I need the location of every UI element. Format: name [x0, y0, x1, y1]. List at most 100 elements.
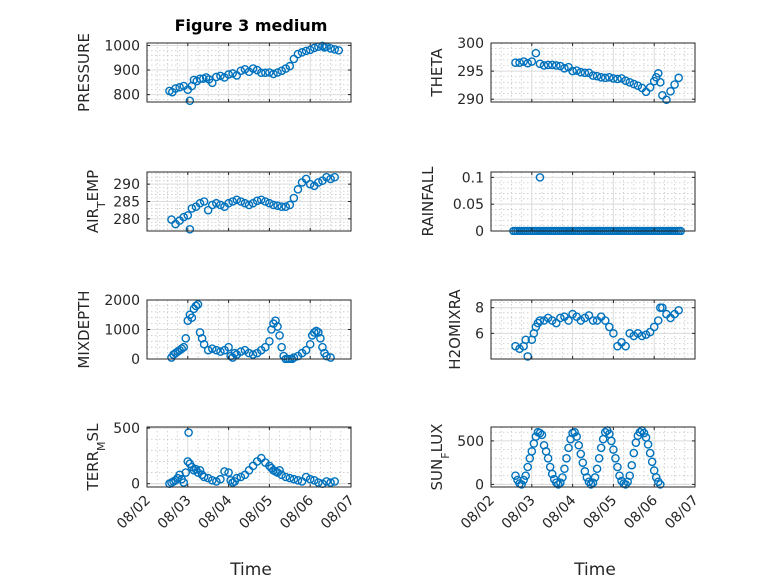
- axes-pressure: 800 900 1000 PRESSURE: [75, 33, 352, 112]
- data-point: [207, 200, 217, 210]
- data-point: [289, 353, 299, 362]
- data-point: [535, 173, 545, 182]
- data-point: [578, 458, 588, 467]
- data-point: [305, 179, 315, 189]
- data-point: [312, 326, 321, 336]
- data-point: [543, 454, 553, 463]
- data-point: [535, 316, 545, 325]
- data-point: [645, 83, 655, 92]
- data-point: [582, 473, 592, 482]
- x-tick-label: 08/05: [580, 493, 620, 533]
- data-point: [293, 476, 303, 485]
- data-point: [277, 342, 286, 352]
- data-point: [517, 480, 526, 489]
- data-point: [521, 335, 530, 345]
- data-point: [673, 0, 680, 4]
- data-point: [629, 79, 639, 89]
- x-tick-label: 08/04: [196, 492, 236, 532]
- data-point: [572, 66, 581, 75]
- y-tick-label: 0: [131, 477, 140, 493]
- data-point: [643, 440, 653, 449]
- data-point: [511, 471, 520, 480]
- data-point: [511, 58, 520, 67]
- y-tick-label: 500: [457, 434, 484, 450]
- y-tick-label: 500: [113, 421, 140, 437]
- data-point: [203, 205, 213, 215]
- data-point: [224, 468, 233, 477]
- data-point: [289, 474, 299, 484]
- data-point: [187, 313, 197, 323]
- data-point: [560, 464, 569, 474]
- y-tick-label: 295: [457, 64, 484, 80]
- data-point: [653, 316, 663, 325]
- data-point: [203, 345, 213, 355]
- data-point: [181, 468, 191, 477]
- data-point: [649, 322, 659, 332]
- data-point: [179, 478, 189, 487]
- data-point: [248, 350, 258, 359]
- data-point: [289, 193, 299, 203]
- data-point: [275, 331, 284, 340]
- data-point: [261, 68, 270, 78]
- data-point: [181, 334, 191, 343]
- data-point: [224, 70, 233, 79]
- x-tick-label: 08/02: [458, 493, 498, 533]
- x-tick-label: 08/06: [277, 492, 317, 532]
- data-point: [187, 204, 197, 213]
- data-point: [207, 78, 217, 88]
- data-point: [609, 74, 618, 83]
- data-point: [600, 427, 610, 437]
- data-point: [216, 200, 225, 210]
- x-tick-label: 08/03: [155, 493, 195, 533]
- data-point: [277, 66, 286, 76]
- data-point: [556, 478, 565, 487]
- data-point: [265, 198, 274, 208]
- data-point: [301, 46, 311, 56]
- data-point: [293, 185, 303, 194]
- data-point: [285, 200, 295, 210]
- axes-terr_msl: 0 500 08/02 08/03 08/04 08/05 08/06 08/07 TERRMS…: [84, 421, 358, 532]
- y-tick-label: 280: [113, 212, 140, 228]
- x-tick-label: 08/05: [236, 493, 276, 533]
- data-point: [322, 477, 331, 486]
- data-point: [232, 195, 242, 205]
- data-point: [334, 46, 344, 55]
- data-point: [556, 313, 565, 323]
- data-point: [207, 344, 217, 353]
- data-point: [666, 87, 675, 96]
- x-tick-label: 08/02: [114, 493, 154, 533]
- data-point: [576, 67, 586, 77]
- data-point: [236, 472, 246, 482]
- data-point: [297, 48, 307, 57]
- data-point: [521, 471, 530, 480]
- data-point: [669, 0, 676, 4]
- data-point: [273, 68, 282, 77]
- data-point: [558, 473, 567, 482]
- data-point: [203, 473, 213, 483]
- data-point: [330, 45, 339, 54]
- data-point: [663, 0, 670, 4]
- data-point: [322, 351, 331, 361]
- data-point: [326, 478, 335, 487]
- data-point: [289, 54, 299, 64]
- x-tick-label: 08/03: [499, 493, 539, 533]
- data-point: [216, 71, 225, 81]
- data-point: [199, 472, 209, 482]
- y-tick-label: 0.1: [462, 170, 484, 186]
- y-tick-label: 1000: [104, 323, 140, 339]
- data-point: [656, 78, 665, 87]
- data-point: [244, 348, 254, 358]
- data-point: [596, 72, 606, 82]
- data-point: [330, 477, 339, 486]
- data-point: [645, 448, 655, 458]
- data-point: [281, 472, 291, 482]
- data-point: [326, 174, 335, 184]
- series-air_temp: [167, 172, 339, 234]
- data-point: [265, 68, 274, 77]
- data-point: [273, 322, 282, 331]
- x-tick-label: 08/07: [662, 493, 702, 533]
- data-point: [562, 454, 571, 463]
- data-point: [212, 72, 221, 82]
- data-point: [625, 471, 635, 480]
